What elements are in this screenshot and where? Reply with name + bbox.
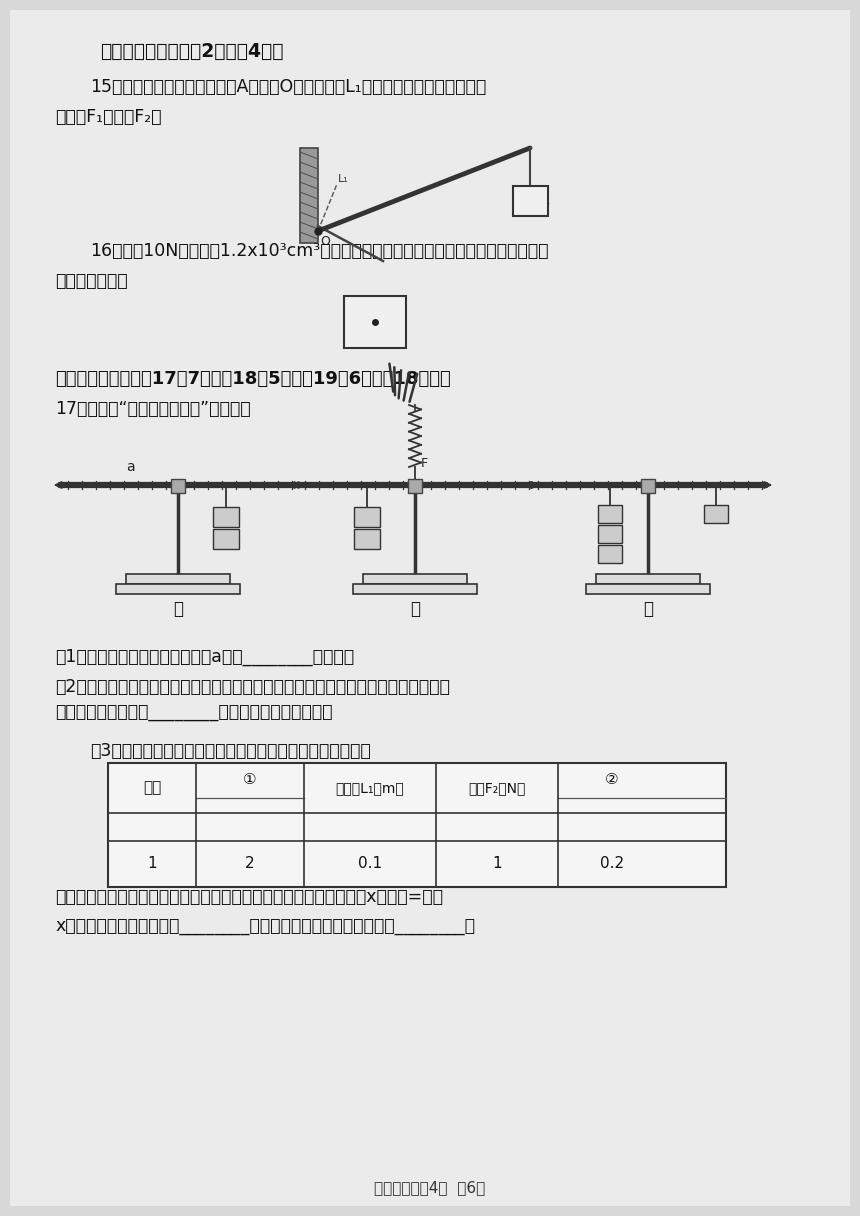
Bar	[408, 479, 422, 492]
Bar	[213, 507, 239, 527]
Bar	[354, 529, 380, 548]
Bar	[513, 186, 548, 216]
Text: 四、实验探究题（第17题7分，第18题5分，第19题6分，八18分）。: 四、实验探究题（第17题7分，第18题5分，第19题6分，八18分）。	[55, 370, 451, 388]
Text: L₁: L₁	[338, 174, 348, 184]
Text: A: A	[541, 195, 550, 208]
Text: F: F	[421, 457, 428, 471]
Bar	[171, 479, 185, 492]
Text: 三、作图题（每小题2分，八4分）: 三、作图题（每小题2分，八4分）	[100, 43, 284, 61]
Bar	[300, 148, 318, 243]
Bar	[126, 574, 230, 584]
Text: 乙: 乙	[410, 599, 420, 618]
Bar	[586, 584, 710, 593]
Text: 15、如图所示，用杠杆将物体A吸起，O点是支点，L₁为动力臂，试画出杠杆受到: 15、如图所示，用杠杆将物体A吸起，O点是支点，L₁为动力臂，试画出杠杆受到	[90, 78, 486, 96]
Bar	[108, 762, 726, 886]
Text: 0.2: 0.2	[600, 856, 624, 872]
Text: （2）当弹簧测力计由图乙的竖直地拉着变成倾斜地拉着，使杠杆在水平位置静止时，: （2）当弹簧测力计由图乙的竖直地拉着变成倾斜地拉着，使杠杆在水平位置静止时，	[55, 679, 450, 696]
Text: 八年级物理第4页  八6页: 八年级物理第4页 八6页	[374, 1181, 486, 1195]
Bar	[354, 507, 380, 527]
Text: 1: 1	[147, 856, 157, 872]
Text: 弹簧测力计的示数将________（填变大不变或变小）。: 弹簧测力计的示数将________（填变大不变或变小）。	[55, 704, 333, 722]
Text: 2: 2	[245, 856, 255, 872]
Text: a: a	[126, 460, 134, 474]
Text: 1: 1	[492, 856, 502, 872]
Text: 16、把重10N，体积为1.2x10³cm³物体投入水中，画出物体在水中处于非平衡状态时: 16、把重10N，体积为1.2x10³cm³物体投入水中，画出物体在水中处于非平…	[90, 242, 549, 260]
Text: 次数: 次数	[143, 781, 161, 795]
Text: 的动力F₁、阻力F₂。: 的动力F₁、阻力F₂。	[55, 108, 162, 126]
Bar	[598, 505, 622, 523]
Bar	[116, 584, 240, 593]
Bar	[353, 584, 477, 593]
Bar	[344, 295, 406, 348]
Text: 甲: 甲	[173, 599, 183, 618]
Text: 0.1: 0.1	[358, 856, 382, 872]
Text: x阻力臂。你认为他的结论________（选填可靠或不可靠），理由是________。: x阻力臂。你认为他的结论________（选填可靠或不可靠），理由是______…	[55, 918, 475, 936]
Text: （1）图甲中要使杠杆平衡，应在a处挂________个钉码。: （1）图甲中要使杠杆平衡，应在a处挂________个钉码。	[55, 648, 354, 666]
Text: （3）记录实验数据的表格如下，请将表格空白处补充完整。: （3）记录实验数据的表格如下，请将表格空白处补充完整。	[90, 742, 371, 760]
Text: ②: ②	[605, 771, 619, 787]
Bar	[598, 525, 622, 544]
Text: O: O	[320, 235, 330, 248]
Bar	[598, 545, 622, 563]
Text: 的受力示意图。: 的受力示意图。	[55, 272, 127, 289]
Text: 丙: 丙	[643, 599, 653, 618]
Bar	[363, 574, 467, 584]
Bar	[213, 529, 239, 548]
Bar	[596, 574, 700, 584]
Text: 阻力F₂（N）: 阻力F₂（N）	[469, 781, 525, 795]
Text: 17、在探究“杠杆的平衡条件”实验中。: 17、在探究“杠杆的平衡条件”实验中。	[55, 400, 250, 418]
Text: 动力臂L₁（m）: 动力臂L₁（m）	[335, 781, 404, 795]
Bar	[704, 505, 728, 523]
Text: 某同学通过以上实验操作及数据分析，得出杠杆的平衡条件是：动力x动力臂=阻力: 某同学通过以上实验操作及数据分析，得出杠杆的平衡条件是：动力x动力臂=阻力	[55, 888, 443, 906]
Text: ①: ①	[243, 771, 257, 787]
Bar	[641, 479, 655, 492]
